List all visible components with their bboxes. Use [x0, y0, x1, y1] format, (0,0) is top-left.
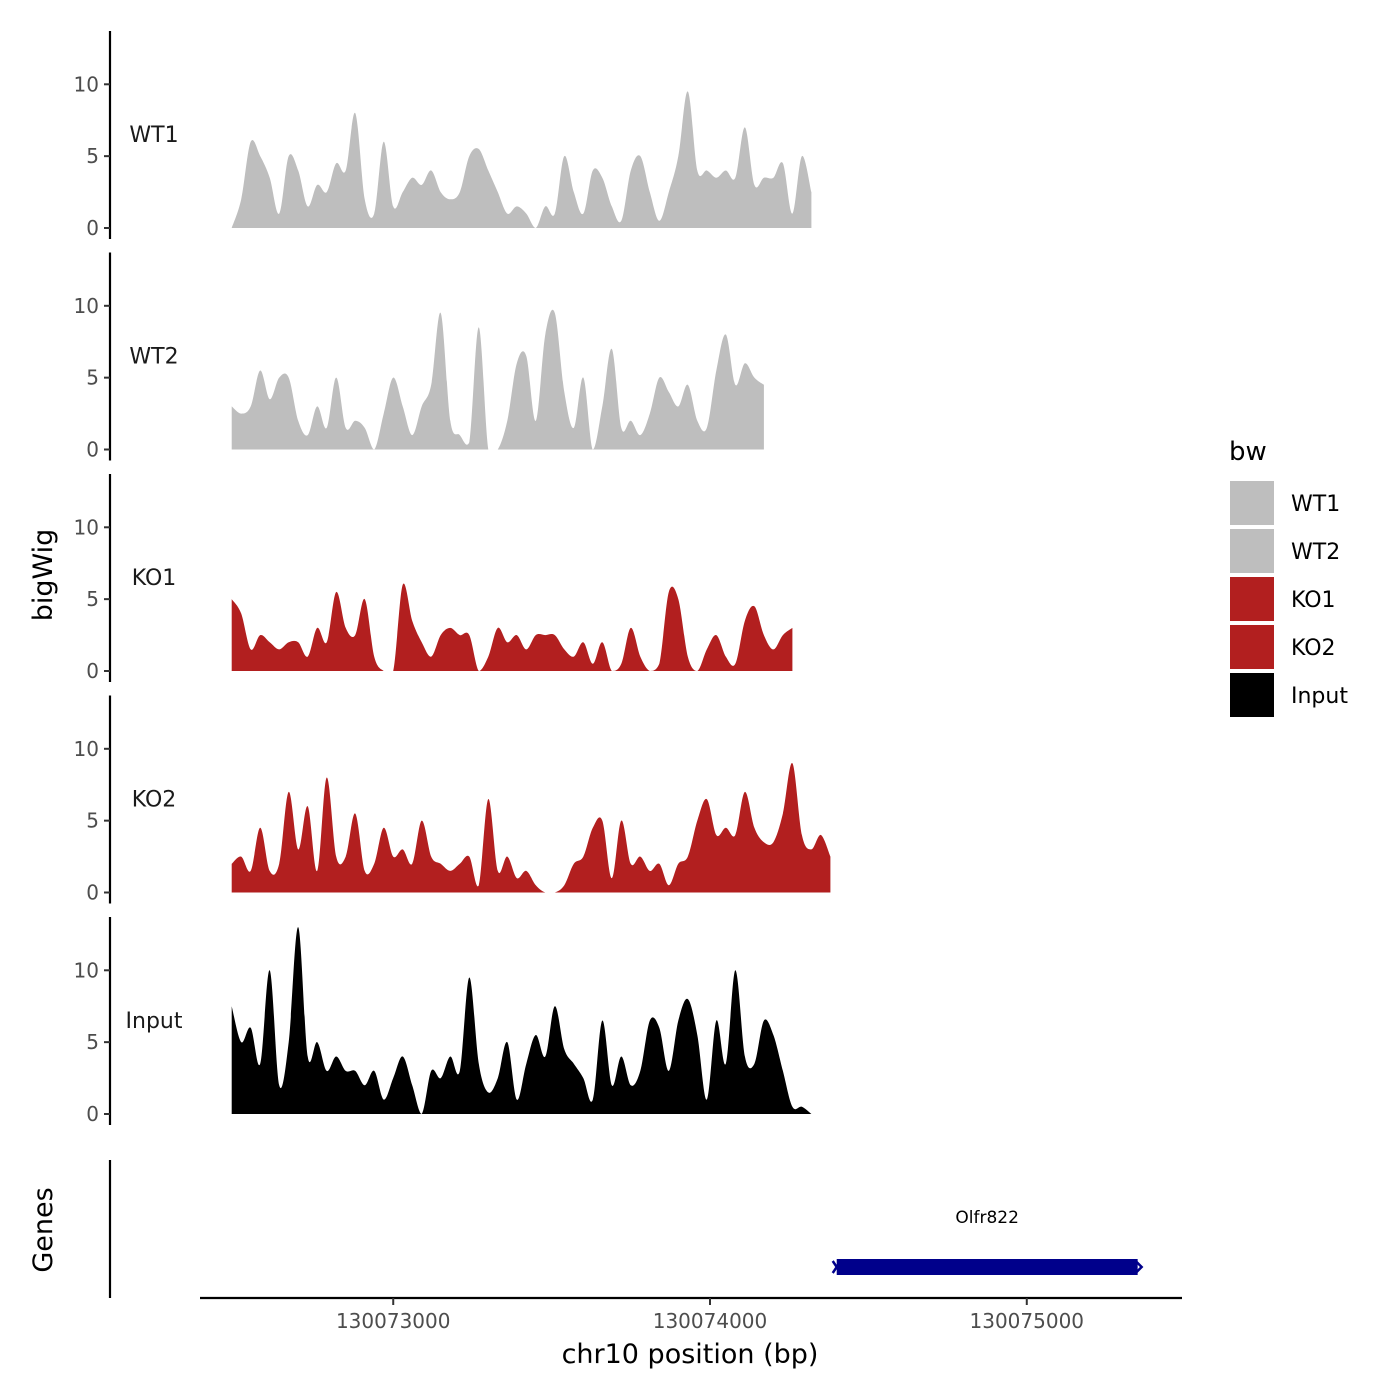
y-tick-label: 5 — [86, 1030, 99, 1054]
legend-swatch-ko2 — [1228, 623, 1276, 671]
track-label-wt1: WT1 — [129, 123, 178, 148]
track-area-ko2 — [231, 762, 831, 893]
y-tick-label: 0 — [86, 659, 99, 683]
genes-panel: 130073000 130074000 130075000 Olfr822 Gene… — [28, 1160, 1182, 1333]
track-area-ko1 — [231, 583, 793, 671]
track-area-wt1 — [231, 91, 812, 228]
track-area-wt2 — [231, 309, 764, 450]
track-panel-input: 0 5 10 Input — [74, 917, 812, 1126]
y-tick-label: 5 — [86, 366, 99, 390]
y-tick-label: 10 — [74, 958, 99, 982]
x-axis-ticks: 130073000 130074000 130075000 — [336, 1298, 1084, 1333]
track-label-input: Input — [126, 1009, 183, 1034]
track-area-input — [231, 927, 812, 1114]
track-label-wt2: WT2 — [129, 345, 178, 370]
legend-title: bw — [1229, 437, 1267, 467]
legend-swatch-input — [1228, 671, 1276, 719]
y-tick-label: 0 — [86, 216, 99, 240]
track-panel-wt1: 0 5 10 WT1 — [74, 31, 812, 240]
legend-swatch-wt1 — [1228, 479, 1276, 527]
y-axis-title: bigWig — [28, 529, 59, 622]
track-label-ko2: KO2 — [132, 788, 177, 813]
y-tick-label: 10 — [74, 515, 99, 539]
track-panel-wt2: 0 5 10 WT2 — [74, 252, 764, 462]
legend-label-input: Input — [1291, 684, 1348, 709]
y-tick-label: 5 — [86, 587, 99, 611]
legend: bw WT1 WT2 KO1 KO2 Input — [1228, 437, 1348, 719]
y-tick-label: 10 — [74, 737, 99, 761]
track-panel-ko1: 0 5 10 KO1 — [74, 474, 793, 683]
legend-label-ko2: KO2 — [1291, 636, 1336, 661]
genes-axis-title: Genes — [28, 1187, 59, 1272]
gene-label-olfr822: Olfr822 — [955, 1208, 1019, 1228]
legend-swatch-wt2 — [1228, 527, 1276, 575]
y-tick-label: 10 — [74, 294, 99, 318]
x-axis-title: chr10 position (bp) — [562, 1339, 819, 1370]
gene-strand-marker — [831, 1260, 842, 1274]
y-tick-label: 0 — [86, 881, 99, 905]
y-tick-label: 5 — [86, 809, 99, 833]
x-tick-label: 130073000 — [336, 1309, 451, 1333]
y-tick-label: 0 — [86, 438, 99, 462]
legend-label-wt2: WT2 — [1291, 540, 1340, 565]
track-label-ko1: KO1 — [132, 566, 177, 591]
legend-label-ko1: KO1 — [1291, 588, 1336, 613]
y-tick-label: 10 — [74, 72, 99, 96]
legend-swatch-ko1 — [1228, 575, 1276, 623]
legend-items: WT1 WT2 KO1 KO2 Input — [1228, 479, 1348, 719]
x-tick-label: 130074000 — [653, 1309, 768, 1333]
y-tick-label: 5 — [86, 144, 99, 168]
gene-body-olfr822 — [836, 1259, 1138, 1275]
x-tick-label: 130075000 — [970, 1309, 1085, 1333]
tracks-layer: 0 5 10 WT1 0 5 10 WT2 0 5 10 KO1 0 5 10 KO2 0 5 10 Input — [74, 31, 831, 1126]
track-panel-ko2: 0 5 10 KO2 — [74, 695, 831, 905]
legend-label-wt1: WT1 — [1291, 492, 1340, 517]
gene-end-marker — [1134, 1260, 1144, 1274]
genes-layer: Olfr822 — [831, 1208, 1144, 1275]
y-tick-label: 0 — [86, 1102, 99, 1126]
